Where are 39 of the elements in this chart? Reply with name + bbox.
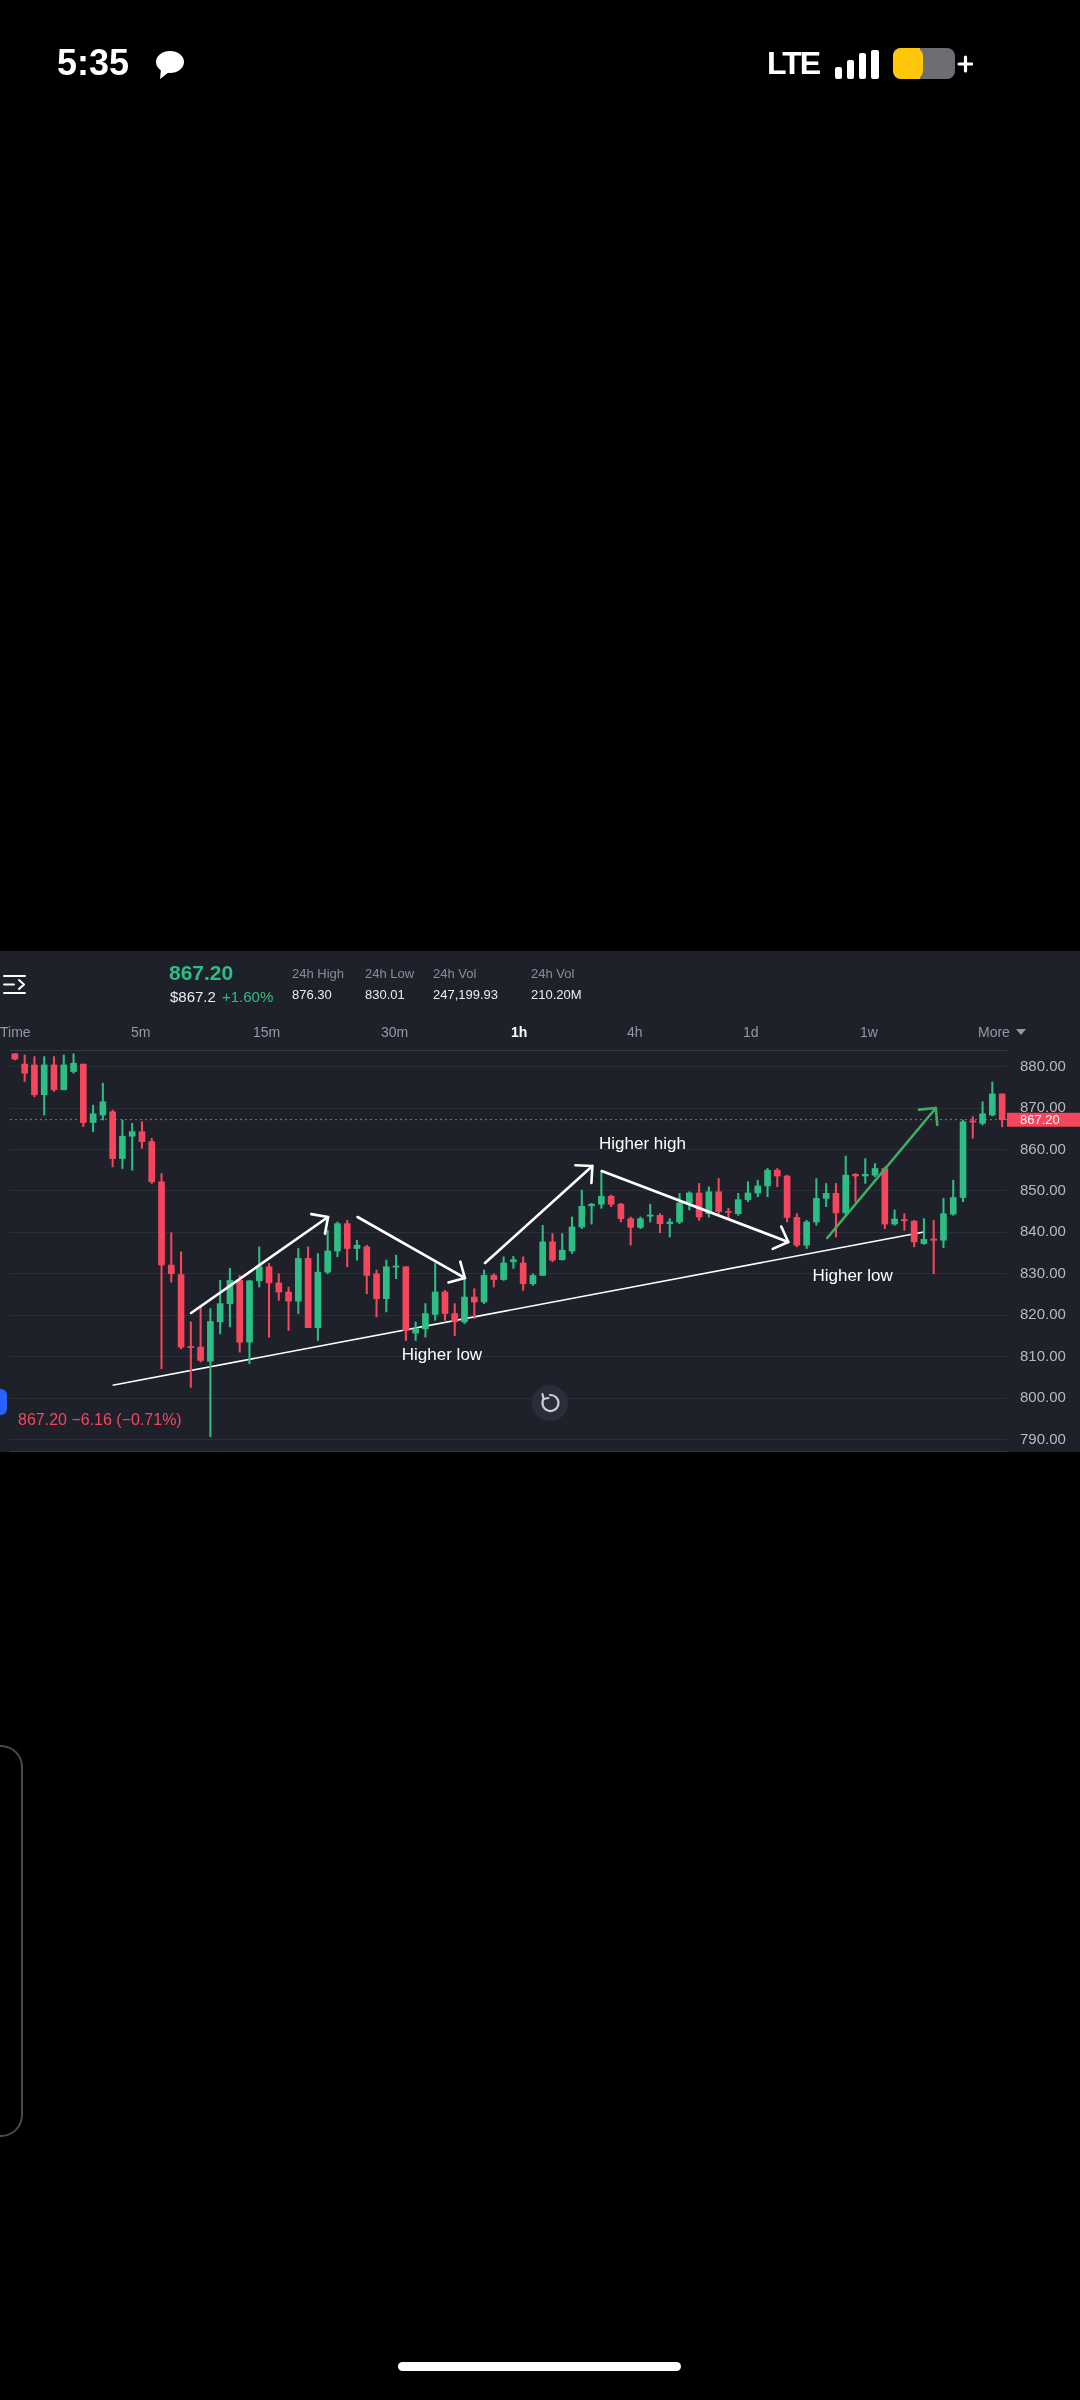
text: 24h Low — [365, 966, 415, 981]
text: 210.20M — [531, 987, 582, 1002]
text: Time — [0, 1024, 31, 1040]
text: 30m — [381, 1024, 409, 1040]
text: $867.2 — [170, 988, 216, 1005]
annotation: Higher low — [401, 1345, 483, 1364]
text: 1d — [743, 1024, 759, 1040]
y-tick-label: 800.00 — [1020, 1388, 1066, 1406]
candlestick — [930, 1220, 938, 1275]
candlestick — [861, 1158, 869, 1184]
text: 24h Vol — [433, 966, 477, 981]
y-tick-label: 810.00 — [1020, 1346, 1066, 1364]
text: More — [978, 1024, 1010, 1040]
y-tick-label: 840.00 — [1020, 1222, 1066, 1240]
text: 1h — [511, 1024, 528, 1040]
text: LTE — [767, 45, 820, 81]
y-tick-label: 850.00 — [1020, 1181, 1066, 1199]
text: 5:35 — [57, 42, 130, 83]
candlestick — [187, 1321, 195, 1388]
text: 1w — [860, 1024, 878, 1040]
y-tick-label: 790.00 — [1020, 1429, 1066, 1447]
y-tick-label: 820.00 — [1020, 1305, 1066, 1323]
annotation: 867.20 −6.16 (−0.71%) — [18, 1411, 182, 1428]
annotation: Higher high — [599, 1134, 687, 1153]
text: 4h — [627, 1024, 643, 1040]
y-tick-label: 860.00 — [1020, 1139, 1066, 1157]
text: 830.01 — [365, 987, 405, 1002]
text: 5m — [131, 1024, 151, 1040]
text: 24h High — [292, 966, 345, 981]
annotation: Higher low — [812, 1266, 893, 1285]
text: 867.20 — [169, 961, 234, 984]
y-tick-label: 880.00 — [1020, 1056, 1066, 1074]
text: 876.30 — [292, 987, 332, 1002]
candlestick — [852, 1173, 859, 1203]
y-tick-label: 830.00 — [1020, 1263, 1066, 1281]
text: +1.60% — [222, 988, 274, 1005]
text: 247,199.93 — [433, 987, 499, 1002]
text: 15m — [253, 1024, 281, 1040]
text: 24h Vol — [531, 966, 575, 981]
